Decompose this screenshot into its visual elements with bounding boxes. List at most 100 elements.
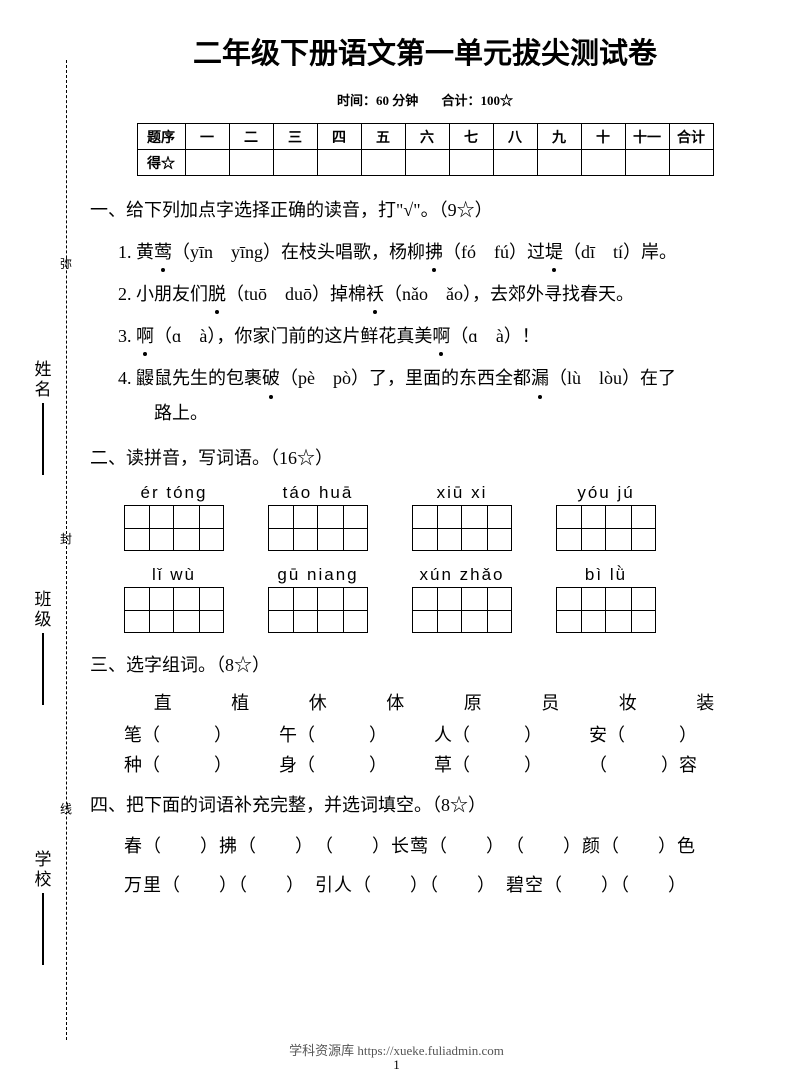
blank[interactable]: 安（ ） bbox=[589, 721, 744, 747]
school-label: 学校 bbox=[28, 850, 58, 967]
tian-box[interactable] bbox=[462, 505, 512, 551]
pinyin-block: yóu jú bbox=[556, 483, 656, 551]
pinyin-label: lǐ wù bbox=[124, 565, 224, 585]
pinyin-label: gū niang bbox=[268, 565, 368, 585]
blank[interactable]: 身（ ） bbox=[279, 751, 434, 777]
score-cell[interactable] bbox=[449, 150, 493, 176]
total-text: 合计：100☆ bbox=[442, 93, 514, 108]
name-label: 姓名 bbox=[28, 360, 58, 477]
tian-box[interactable] bbox=[318, 587, 368, 633]
td: 得☆ bbox=[137, 150, 185, 176]
section-1-head: 一、给下列加点字选择正确的读音，打"√"。（9☆） bbox=[90, 196, 760, 225]
section-2-head: 二、读拼音，写词语。（16☆） bbox=[90, 444, 760, 473]
tian-box[interactable] bbox=[174, 587, 224, 633]
th: 合计 bbox=[669, 124, 713, 150]
tian-box[interactable] bbox=[412, 505, 462, 551]
th: 一 bbox=[185, 124, 229, 150]
th: 题序 bbox=[137, 124, 185, 150]
pinyin-row-2: lǐ wù gū niang xún zhǎo bì lǜ bbox=[124, 565, 760, 633]
th: 三 bbox=[273, 124, 317, 150]
pinyin-block: ér tóng bbox=[124, 483, 224, 551]
tian-box[interactable] bbox=[412, 587, 462, 633]
tian-box[interactable] bbox=[124, 587, 174, 633]
fill-line-2[interactable]: 万里（ ）（ ） 引人（ ）（ ） 碧空（ ）（ ） bbox=[124, 869, 760, 901]
q1-4: 4. 鼹鼠先生的包裹破（pè pò）了，里面的东西全都漏（lù lòu）在了 路… bbox=[118, 361, 760, 429]
blank[interactable]: 笔（ ） bbox=[124, 721, 279, 747]
score-cell[interactable] bbox=[229, 150, 273, 176]
th: 七 bbox=[449, 124, 493, 150]
th: 六 bbox=[405, 124, 449, 150]
score-cell[interactable] bbox=[361, 150, 405, 176]
score-cell[interactable] bbox=[317, 150, 361, 176]
score-cell[interactable] bbox=[669, 150, 713, 176]
score-cell[interactable] bbox=[537, 150, 581, 176]
blank[interactable]: （ ）容 bbox=[589, 751, 744, 777]
q1-2: 2. 小朋友们脱（tuō duō）掉棉袄（nǎo ǎo），去郊外寻找春天。 bbox=[118, 277, 760, 311]
dashed-binding-line bbox=[66, 60, 67, 1040]
page-title: 二年级下册语文第一单元拔尖测试卷 bbox=[90, 30, 760, 72]
pinyin-block: gū niang bbox=[268, 565, 368, 633]
tian-box[interactable] bbox=[268, 505, 318, 551]
paren-row-2: 种（ ） 身（ ） 草（ ） （ ）容 bbox=[124, 751, 760, 777]
margin-mark-2: 封 bbox=[60, 530, 72, 547]
q1-3: 3. 啊（ɑ à），你家门前的这片鲜花真美啊（ɑ à）！ bbox=[118, 319, 760, 353]
pinyin-block: táo huā bbox=[268, 483, 368, 551]
section-4-head: 四、把下面的词语补充完整，并选词填空。（8☆） bbox=[90, 791, 760, 820]
pinyin-block: bì lǜ bbox=[556, 565, 656, 633]
tian-box[interactable] bbox=[556, 505, 606, 551]
class-label: 班级 bbox=[28, 590, 58, 707]
dot-char: 莺 bbox=[154, 235, 172, 269]
dot-char: 啊 bbox=[136, 319, 154, 353]
margin-mark-1: 弥 bbox=[60, 255, 72, 272]
dot-char: 破 bbox=[262, 361, 280, 395]
th: 二 bbox=[229, 124, 273, 150]
subtitle: 时间：60 分钟 合计：100☆ bbox=[90, 90, 760, 109]
fill-line-1[interactable]: 春（ ）拂（ ） （ ）长莺（ ） （ ）颜（ ）色 bbox=[124, 830, 760, 862]
th: 四 bbox=[317, 124, 361, 150]
blank[interactable]: 人（ ） bbox=[434, 721, 589, 747]
tian-box[interactable] bbox=[268, 587, 318, 633]
tian-box[interactable] bbox=[606, 505, 656, 551]
tian-box[interactable] bbox=[462, 587, 512, 633]
th: 五 bbox=[361, 124, 405, 150]
blank[interactable]: 种（ ） bbox=[124, 751, 279, 777]
score-table: 题序 一 二 三 四 五 六 七 八 九 十 十一 合计 得☆ bbox=[137, 123, 714, 176]
dot-char: 啊 bbox=[432, 319, 450, 353]
tian-box[interactable] bbox=[174, 505, 224, 551]
score-cell[interactable] bbox=[625, 150, 669, 176]
margin-mark-3: 线 bbox=[60, 800, 72, 817]
tian-box[interactable] bbox=[556, 587, 606, 633]
th: 十 bbox=[581, 124, 625, 150]
blank[interactable]: 午（ ） bbox=[279, 721, 434, 747]
score-cell[interactable] bbox=[273, 150, 317, 176]
dot-char: 拂 bbox=[425, 235, 443, 269]
pinyin-label: xiū xi bbox=[412, 483, 512, 503]
tian-box[interactable] bbox=[124, 505, 174, 551]
th: 八 bbox=[493, 124, 537, 150]
score-cell[interactable] bbox=[185, 150, 229, 176]
score-cell[interactable] bbox=[581, 150, 625, 176]
char-choice-row: 直植 休体 原员 妆装 bbox=[124, 689, 760, 715]
pinyin-label: yóu jú bbox=[556, 483, 656, 503]
pinyin-row-1: ér tóng táo huā xiū xi yóu jú bbox=[124, 483, 760, 551]
time-text: 时间：60 分钟 bbox=[337, 93, 418, 108]
dot-char: 脱 bbox=[208, 277, 226, 311]
table-row: 得☆ bbox=[137, 150, 713, 176]
binding-margin: 弥 封 线 姓名 班级 学校 bbox=[18, 60, 78, 1040]
pinyin-block: xiū xi bbox=[412, 483, 512, 551]
page-number: 1 bbox=[0, 1057, 793, 1073]
tian-box[interactable] bbox=[318, 505, 368, 551]
dot-char: 漏 bbox=[531, 361, 549, 395]
paren-row-1: 笔（ ） 午（ ） 人（ ） 安（ ） bbox=[124, 721, 760, 747]
section-3-head: 三、选字组词。（8☆） bbox=[90, 651, 760, 680]
score-cell[interactable] bbox=[493, 150, 537, 176]
blank[interactable]: 草（ ） bbox=[434, 751, 589, 777]
tian-box[interactable] bbox=[606, 587, 656, 633]
score-cell[interactable] bbox=[405, 150, 449, 176]
page-content: 二年级下册语文第一单元拔尖测试卷 时间：60 分钟 合计：100☆ 题序 一 二… bbox=[90, 30, 760, 907]
table-row: 题序 一 二 三 四 五 六 七 八 九 十 十一 合计 bbox=[137, 124, 713, 150]
dot-char: 堤 bbox=[545, 235, 563, 269]
pinyin-block: xún zhǎo bbox=[412, 565, 512, 633]
th: 九 bbox=[537, 124, 581, 150]
dot-char: 袄 bbox=[366, 277, 384, 311]
